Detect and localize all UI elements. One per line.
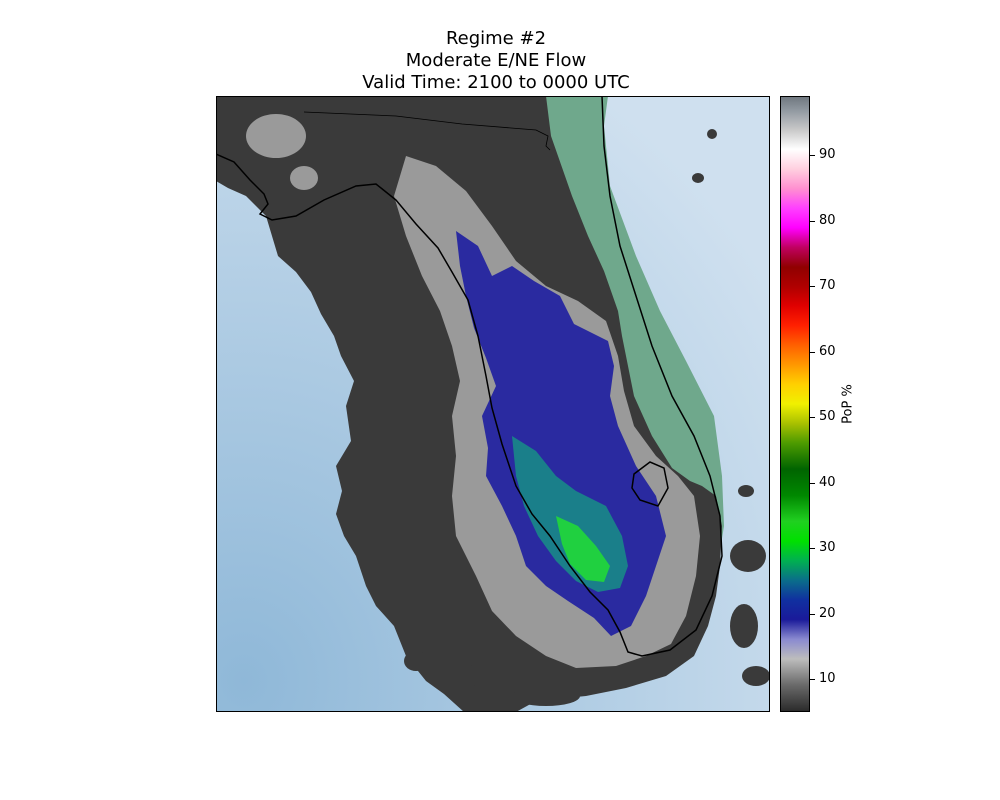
colorbar-tick	[809, 417, 815, 419]
colorbar	[780, 96, 810, 712]
pop-cell	[730, 540, 766, 572]
colorbar-tick	[809, 679, 815, 681]
state-border	[303, 111, 551, 151]
colorbar-label: PoP %	[840, 384, 856, 424]
pop-contour-green	[556, 516, 610, 582]
map-svg	[216, 96, 770, 712]
colorbar-tick-label: 70	[819, 278, 836, 294]
title-line-1: Regime #2	[445, 28, 547, 49]
lake-okeechobee	[631, 461, 669, 507]
colorbar-tick	[809, 482, 815, 484]
pop-cell	[707, 129, 717, 139]
pop-cell	[692, 173, 704, 183]
pop-cell	[512, 686, 580, 706]
colorbar-tick-label: 30	[819, 540, 836, 556]
pop-cell	[730, 604, 758, 648]
colorbar-tick-label: 90	[819, 146, 836, 162]
map-frame	[216, 96, 770, 712]
title-line-2: Moderate E/NE Flow	[405, 50, 587, 71]
colorbar-tick	[809, 220, 815, 222]
colorbar-tick	[809, 548, 815, 550]
colorbar-tick	[809, 154, 815, 156]
colorbar-tick-label: 10	[819, 671, 836, 687]
colorbar-tick	[809, 613, 815, 615]
colorbar-tick-label: 50	[819, 409, 836, 425]
colorbar-tick	[809, 286, 815, 288]
title-line-3: Valid Time: 2100 to 0000 UTC	[362, 72, 630, 93]
map-panel	[216, 96, 770, 712]
colorbar-tick-label: 40	[819, 474, 836, 490]
pop-cell	[290, 166, 318, 190]
colorbar-tick	[809, 351, 815, 353]
pop-cell	[742, 666, 770, 686]
colorbar-tick-label: 80	[819, 212, 836, 228]
pop-cell	[246, 114, 306, 158]
colorbar-tick-label: 20	[819, 605, 836, 621]
colorbar-tick-label: 60	[819, 343, 836, 359]
pop-cell	[404, 651, 428, 671]
pop-cell	[738, 485, 754, 497]
pop-cell	[442, 664, 482, 688]
coastline	[216, 96, 723, 657]
